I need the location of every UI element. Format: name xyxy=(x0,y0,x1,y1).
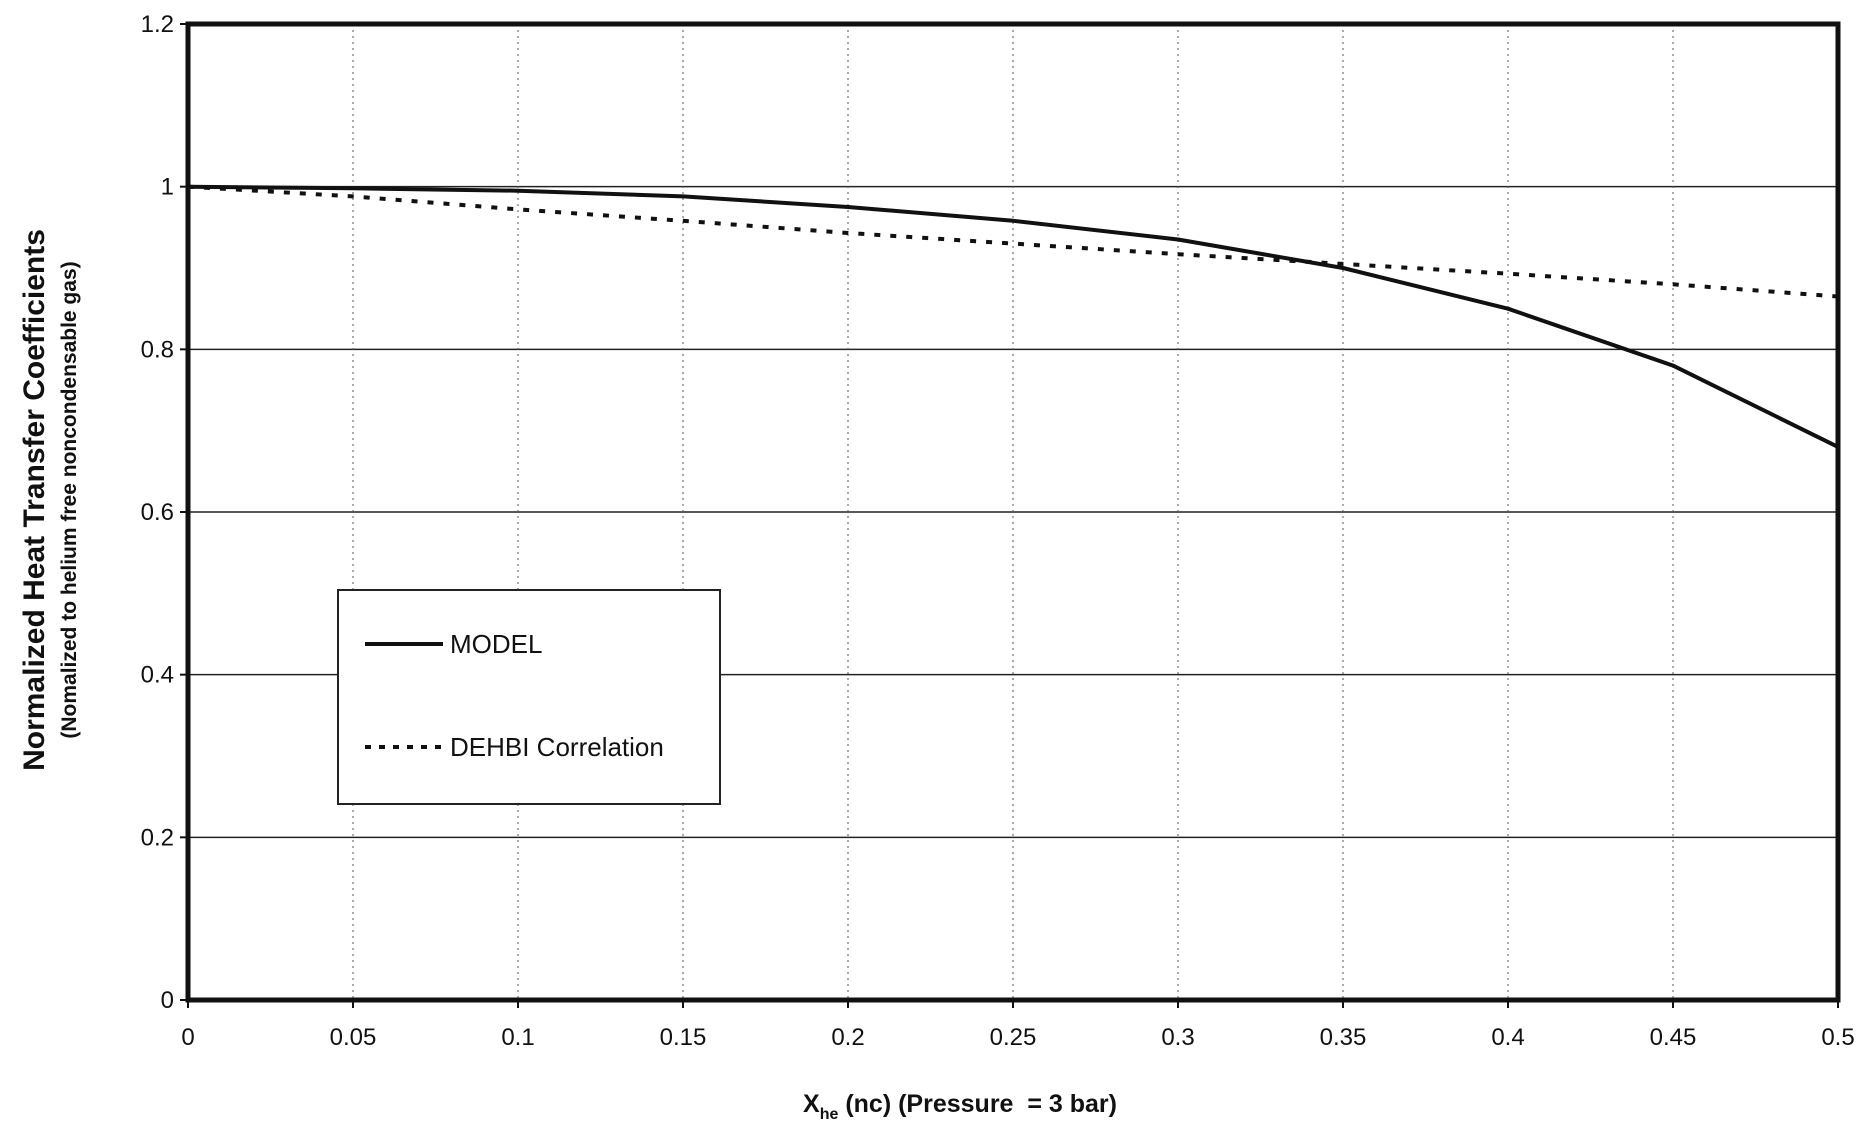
x-axis-label-rest: (nc) (Pressure = 3 bar) xyxy=(838,1090,1117,1118)
y-tick-label: 0.6 xyxy=(141,499,174,526)
y-tick-label: 0.4 xyxy=(141,662,174,689)
x-tick-label: 0.1 xyxy=(501,1024,534,1051)
x-tick-label: 0.45 xyxy=(1650,1024,1697,1051)
x-tick-label: 0.4 xyxy=(1491,1024,1524,1051)
x-tick-label: 0.25 xyxy=(990,1024,1037,1051)
x-tick-label: 0.35 xyxy=(1320,1024,1367,1051)
legend-dehbi-label: DEHBI Correlation xyxy=(450,732,664,762)
tick-layer: 0 0.2 0.4 0.6 0.8 1 1.2 0 0.05 0.1 0.15 0.2 0.25 0.3 0… xyxy=(141,11,1855,1051)
y-tick-label: 0.2 xyxy=(141,824,174,851)
x-axis-label-main: X xyxy=(803,1090,820,1118)
series-line-model xyxy=(187,184,1839,449)
x-tick-label: 0.05 xyxy=(330,1024,377,1051)
x-axis-label-subscript: he xyxy=(820,1106,839,1123)
y-axis-label: Normalized Heat Transfer Coefficients xyxy=(18,229,51,771)
x-tick-label: 0 xyxy=(181,1024,194,1051)
legend-model-label: MODEL xyxy=(450,629,542,659)
x-tick-label: 0.15 xyxy=(660,1024,707,1051)
x-axis-label: Xhe (nc) (Pressure = 3 bar) xyxy=(803,1090,1117,1123)
y-tick-label: 1 xyxy=(161,174,174,201)
y-tick-label: 1.2 xyxy=(141,11,174,38)
series-line-dehbi xyxy=(187,184,1839,299)
x-tick-label: 0.2 xyxy=(831,1024,864,1051)
series-layer xyxy=(187,184,1839,449)
x-tick-label: 0.5 xyxy=(1821,1024,1854,1051)
legend: MODEL DEHBI Correlation xyxy=(337,589,721,805)
y-axis-sublabel: (Nomalized to helium free noncondensable… xyxy=(58,261,81,738)
y-tick-label: 0.8 xyxy=(141,336,174,363)
legend-box xyxy=(337,589,721,805)
x-tick-label: 0.3 xyxy=(1161,1024,1194,1051)
y-tick-label: 0 xyxy=(161,987,174,1014)
